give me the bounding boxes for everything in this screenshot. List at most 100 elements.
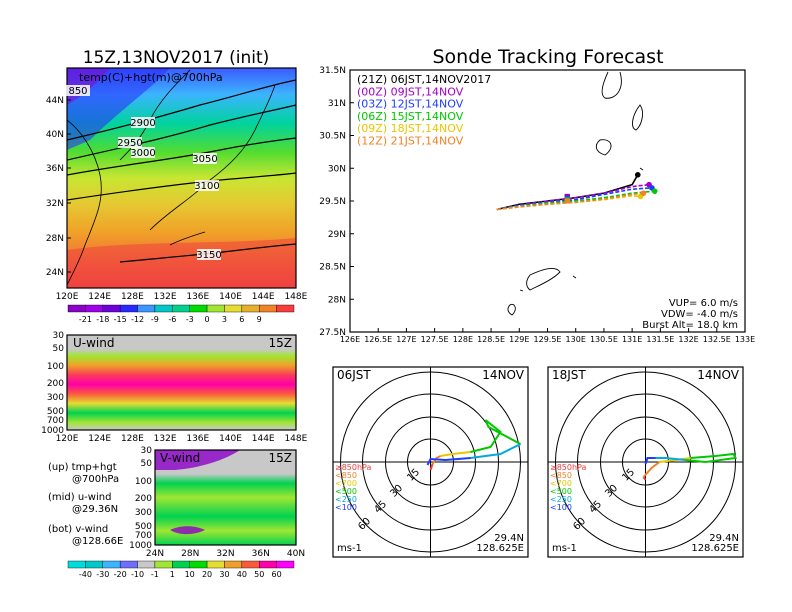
map-lon-tick: 128E (121, 292, 144, 302)
map-lon-tick: 148E (284, 292, 307, 302)
track-panel: (21Z) 06JST,14NOV2017(00Z) 09JST,14NOV(0… (319, 66, 755, 344)
u-lon-tick: 120E (56, 434, 79, 444)
hodograph-trace (426, 457, 471, 466)
track-endpoint (640, 190, 647, 196)
hodograph-trace (685, 452, 738, 464)
wind-colorbar-swatch (276, 560, 295, 569)
note-mid: (mid) u-wind (48, 492, 111, 503)
wind-colorbar-label: -20 (114, 570, 127, 579)
u-lon-tick: 140E (219, 434, 242, 444)
u-lon-tick: 124E (88, 434, 111, 444)
track-lat-tick: 30.5N (319, 132, 346, 142)
colorbar-swatch (241, 304, 260, 313)
colorbar-swatch (85, 304, 103, 313)
colorbar-label: 9 (257, 315, 262, 324)
hodograph-level-label: <250 (335, 495, 357, 504)
track-lat-tick: 30N (328, 164, 346, 174)
wind-colorbar-swatch (189, 560, 208, 569)
v-lat-tick: 40N (287, 549, 305, 559)
map-field-label: temp(C)+hgt(m)@700hPa (79, 71, 223, 84)
v-wind-time: 15Z (269, 451, 293, 465)
colorbar-label: 6 (239, 315, 244, 324)
colorbar-label: -6 (168, 315, 176, 324)
map-lat-tick: 40N (46, 130, 64, 140)
map-lat-ticks: 44N 40N 36N 32N 28N 24N (46, 96, 71, 278)
note-up-level: @700hPa (72, 474, 119, 485)
contour-label-bg (131, 117, 155, 128)
track-legend-entry: (12Z) 21JST,14NOV (357, 135, 464, 148)
panel-notes: (up) tmp+hgt @700hPa (mid) u-wind @29.36… (48, 462, 123, 547)
u-wind-field (67, 335, 296, 430)
v-pressure-tick: 1000 (129, 541, 152, 551)
hodograph-lon: 128.625E (476, 543, 524, 554)
u-pressure-tick: 100 (47, 362, 64, 372)
hodograph-level-label: <850 (335, 471, 357, 480)
v-wind-label: V-wind (160, 451, 200, 465)
map-lat-tick: 28N (46, 234, 64, 244)
hodograph-trace (655, 457, 686, 461)
colorbar-label: 0 (205, 315, 210, 324)
right-title: Sonde Tracking Forecast (432, 46, 663, 68)
u-lon-tick: 144E (252, 434, 275, 444)
track-lon-tick: 132.5E (703, 335, 731, 344)
v-lat-tick: 32N (216, 549, 234, 559)
map-lat-tick: 36N (46, 164, 64, 174)
contour-label-bg (193, 153, 217, 164)
map-lon-tick: 144E (252, 292, 275, 302)
track-lon-tick: 127E (396, 335, 416, 344)
colorbar-swatch (259, 304, 277, 313)
contour-label: 850 (68, 86, 87, 97)
hodograph-level-label: <500 (335, 487, 357, 496)
hodograph-trace (642, 476, 647, 481)
track-lon-tick: 128.5E (477, 335, 505, 344)
v-pressure-tick: 700 (135, 531, 152, 541)
colorbar-swatch (102, 304, 121, 313)
track-lat-ticks: 31.5N 31N 30.5N 30N 29.5N 29N 28.5N 28N 27.5N (319, 66, 354, 338)
wind-colorbar-swatch (206, 560, 225, 569)
track-lon-tick: 129E (509, 335, 529, 344)
hodograph-trace (470, 443, 521, 459)
map-lat-tick: 32N (46, 199, 64, 209)
hodograph-level-label: <850 (550, 471, 572, 480)
v-lat-tick: 36N (252, 549, 270, 559)
hodograph-level-label: <100 (335, 503, 357, 512)
v-lat-tick: 28N (181, 549, 199, 559)
track-info-line: VUP= 6.0 m/s (669, 298, 738, 309)
wind-colorbar-swatch (85, 560, 103, 569)
track-legend-entry: (21Z) 06JST,14NOV2017 (357, 73, 491, 86)
track-lat-tick: 31.5N (319, 66, 346, 76)
contour-label: 3100 (194, 181, 219, 192)
track-line (496, 187, 652, 211)
u-pressure-tick: 50 (53, 344, 65, 354)
track-lon-tick: 130.5E (590, 335, 618, 344)
u-wind-time: 15Z (269, 336, 293, 350)
colorbar-swatch (224, 304, 243, 313)
track-lon-tick: 131.5E (646, 335, 674, 344)
colorbar-label: -12 (131, 315, 144, 324)
hodograph-time: 18JST (552, 368, 586, 382)
wind-colorbar-swatch (172, 560, 190, 569)
track-legend-entry: (09Z) 18JST,14NOV (357, 122, 464, 135)
wind-colorbar-swatch (102, 560, 121, 569)
track-legend: (21Z) 06JST,14NOV2017(00Z) 09JST,14NOV(0… (357, 73, 491, 148)
hodograph-unit: ms-1 (552, 543, 577, 554)
map-lon-tick: 124E (88, 292, 111, 302)
u-wind-lon-ticks: 120E 124E 128E 132E 136E 140E 144E 148E (56, 434, 308, 444)
colorbar-swatch (67, 304, 86, 313)
track-lat-tick: 27.5N (319, 328, 346, 338)
colorbar-label: -18 (96, 315, 109, 324)
hodograph-trace (642, 461, 661, 478)
map-lon-tick: 136E (186, 292, 209, 302)
track-lat-tick: 28.5N (319, 263, 346, 273)
track-info-line: Burst Alt= 18.0 km (642, 320, 738, 331)
note-bot-lon: @128.66E (72, 536, 123, 547)
wind-colorbar-label: 30 (219, 570, 229, 579)
hodograph-level-label: <700 (550, 479, 572, 488)
wind-colorbar-label: 20 (202, 570, 212, 579)
